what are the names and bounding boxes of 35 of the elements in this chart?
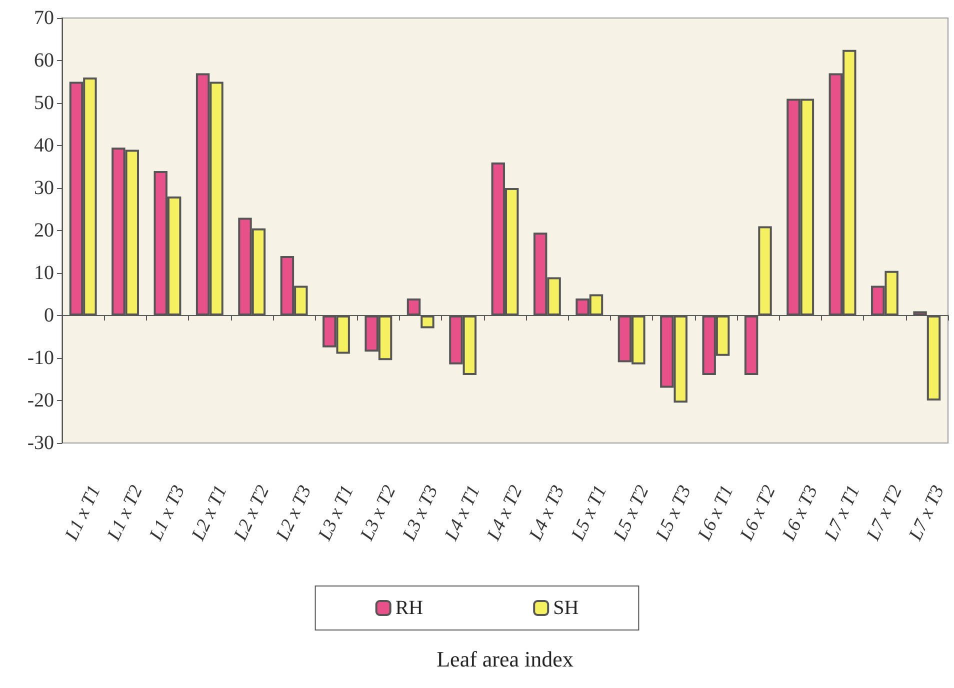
x-tick-label: L6 x T2 — [736, 482, 780, 545]
x-tick-label: L2 x T1 — [187, 482, 232, 545]
legend-label: SH — [553, 597, 579, 619]
y-tick-label: 10 — [34, 262, 54, 284]
x-tick-label: L4 x T1 — [440, 482, 485, 545]
x-tick-label: L5 x T2 — [609, 482, 654, 545]
y-tick-label: 20 — [34, 220, 54, 242]
x-tick-label: L1 x T3 — [145, 482, 190, 545]
y-tick-label: 60 — [34, 50, 54, 72]
x-tick-label: L1 x T1 — [60, 482, 105, 545]
y-tick-label: 40 — [34, 134, 54, 156]
x-tick-label: L7 x T1 — [820, 482, 864, 545]
y-tick-label: -20 — [27, 390, 54, 412]
x-tick-label: L4 x T3 — [524, 482, 569, 545]
x-axis-title: Leaf area index — [436, 646, 574, 672]
x-tick-label: L5 x T1 — [567, 482, 612, 545]
x-tick-label: L2 x T2 — [230, 482, 274, 545]
legend-label: RH — [395, 597, 424, 619]
x-tick-label: L7 x T2 — [862, 482, 907, 545]
x-tick-label: L6 x T1 — [694, 482, 738, 545]
y-tick-label: -30 — [27, 432, 54, 454]
y-tick-label: 70 — [34, 7, 54, 29]
x-tick-label: L3 x T3 — [398, 482, 442, 545]
x-tick-label: L5 x T3 — [652, 482, 696, 545]
x-tick-label: L2 x T3 — [272, 482, 316, 545]
x-tick-label: L6 x T3 — [778, 482, 822, 545]
y-tick-label: 30 — [34, 177, 54, 199]
y-tick-label: 50 — [34, 92, 54, 114]
x-tick-label: L4 x T2 — [482, 482, 527, 545]
x-tick-label: L3 x T1 — [314, 482, 358, 545]
y-tick-label: -10 — [27, 347, 54, 369]
x-tick-label: L1 x T2 — [103, 482, 148, 545]
x-tick-label: L7 x T3 — [904, 482, 949, 545]
x-tick-label: L3 x T2 — [356, 482, 400, 545]
y-tick-label: 0 — [44, 304, 54, 326]
